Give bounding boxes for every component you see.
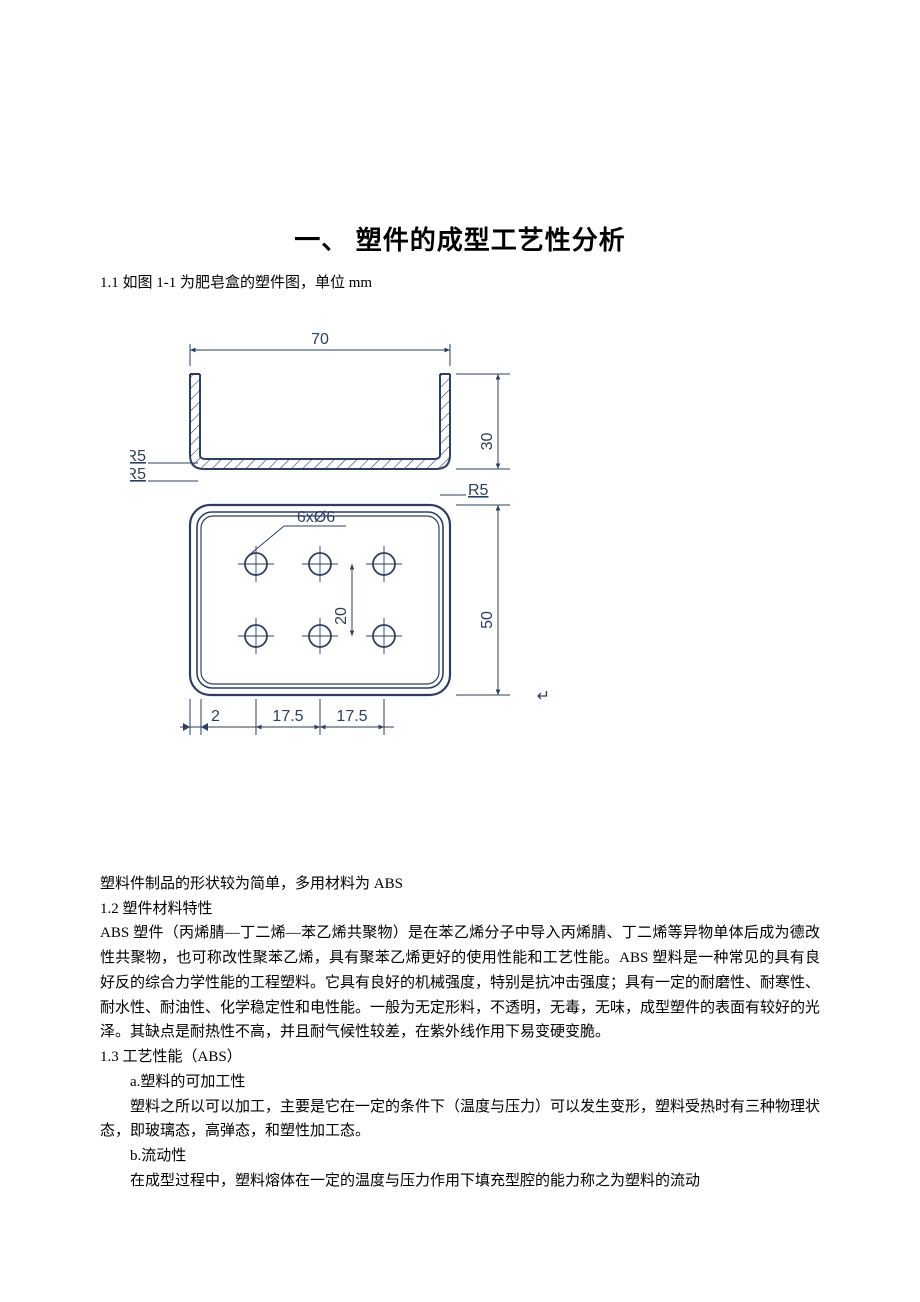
svg-text:17.5: 17.5 [272,708,303,725]
section-title: 一、 塑件的成型工艺性分析 [100,220,820,257]
svg-text:2: 2 [211,708,220,725]
svg-text:↵: ↵ [537,688,550,705]
svg-text:R5: R5 [468,482,489,499]
section-1-3-head: 1.3 工艺性能（ABS） [100,1045,820,1070]
svg-text:R5: R5 [130,448,146,465]
section-1-3-a: a.塑料的可加工性 [100,1070,820,1095]
part-diagram: 7030R5R5R56xØ62050217.517.5↵ [130,324,820,844]
svg-text:R5: R5 [130,466,146,483]
svg-text:6xØ6: 6xØ6 [297,509,335,526]
svg-text:30: 30 [479,432,496,450]
section-1-2-body: ABS 塑件（丙烯腈—丁二烯—苯乙烯共聚物）是在苯乙烯分子中导入丙烯腈、丁二烯等… [100,921,820,1045]
section-1-2-head: 1.2 塑件材料特性 [100,897,820,922]
section-1-1: 1.1 如图 1-1 为肥皂盒的塑件图，单位 mm [100,271,820,296]
shape-note: 塑料件制品的形状较为简单，多用材料为 ABS [100,872,820,897]
svg-text:17.5: 17.5 [336,708,367,725]
svg-text:50: 50 [479,611,496,629]
svg-text:70: 70 [311,331,329,348]
section-1-3-b-body: 在成型过程中，塑料熔体在一定的温度与压力作用下填充型腔的能力称之为塑料的流动 [100,1169,820,1194]
svg-text:20: 20 [333,607,350,625]
section-1-3-a-body: 塑料之所以可以加工，主要是它在一定的条件下（温度与压力）可以发生变形，塑料受热时… [100,1095,820,1145]
section-1-3-b: b.流动性 [100,1144,820,1169]
